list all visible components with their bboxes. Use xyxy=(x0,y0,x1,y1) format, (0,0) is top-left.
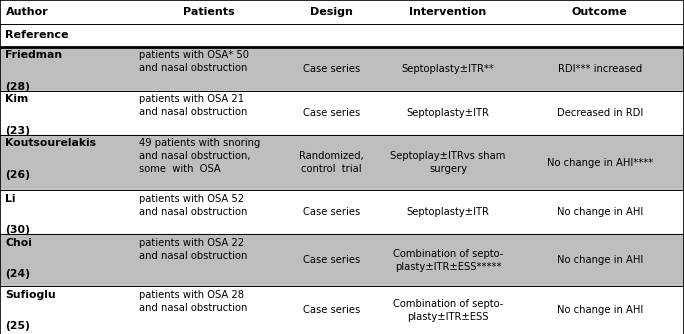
Text: Case series: Case series xyxy=(303,108,360,118)
Text: Septoplasty±ITR**: Septoplasty±ITR** xyxy=(402,64,495,73)
Text: Intervention: Intervention xyxy=(410,7,486,17)
Text: No change in AHI****: No change in AHI**** xyxy=(547,158,653,168)
Bar xyxy=(0,234,684,286)
Text: (25): (25) xyxy=(5,321,30,331)
Bar xyxy=(0,0,684,24)
Text: No change in AHI: No change in AHI xyxy=(557,305,643,315)
Text: Sufioglu: Sufioglu xyxy=(5,290,56,300)
Text: Septoplay±ITRvs sham
surgery: Septoplay±ITRvs sham surgery xyxy=(391,151,505,174)
Text: (28): (28) xyxy=(5,81,30,92)
Bar xyxy=(0,46,684,91)
Text: Case series: Case series xyxy=(303,207,360,217)
Text: Design: Design xyxy=(311,7,353,17)
Text: patients with OSA 22
and nasal obstruction: patients with OSA 22 and nasal obstructi… xyxy=(139,238,247,261)
Text: Friedman: Friedman xyxy=(5,50,63,60)
Text: Patients: Patients xyxy=(183,7,235,17)
Text: 49 patients with snoring
and nasal obstruction,
some  with  OSA: 49 patients with snoring and nasal obstr… xyxy=(139,138,260,174)
Bar xyxy=(0,286,684,334)
Bar xyxy=(0,190,684,234)
Text: Li: Li xyxy=(5,194,16,204)
Text: No change in AHI: No change in AHI xyxy=(557,207,643,217)
Text: RDI*** increased: RDI*** increased xyxy=(557,64,642,73)
Bar xyxy=(0,135,684,190)
Text: Choi: Choi xyxy=(5,238,32,248)
Text: Case series: Case series xyxy=(303,64,360,73)
Text: patients with OSA 28
and nasal obstruction: patients with OSA 28 and nasal obstructi… xyxy=(139,290,247,313)
Text: Reference: Reference xyxy=(5,30,69,40)
Text: patients with OSA 21
and nasal obstruction: patients with OSA 21 and nasal obstructi… xyxy=(139,94,247,117)
Text: (23): (23) xyxy=(5,126,31,136)
Text: Case series: Case series xyxy=(303,305,360,315)
Text: Koutsourelakis: Koutsourelakis xyxy=(5,138,96,148)
Text: (30): (30) xyxy=(5,225,30,235)
Text: Combination of septo-
plasty±ITR±ESS: Combination of septo- plasty±ITR±ESS xyxy=(393,299,503,322)
Text: Author: Author xyxy=(5,7,48,17)
Text: Outcome: Outcome xyxy=(572,7,628,17)
Text: Septoplasty±ITR: Septoplasty±ITR xyxy=(406,207,490,217)
Text: No change in AHI: No change in AHI xyxy=(557,256,643,265)
Bar xyxy=(0,24,684,46)
Text: Randomized,
control  trial: Randomized, control trial xyxy=(300,151,364,174)
Bar xyxy=(0,91,684,135)
Text: Kim: Kim xyxy=(5,94,29,104)
Text: Decreased in RDI: Decreased in RDI xyxy=(557,108,643,118)
Text: (24): (24) xyxy=(5,270,31,280)
Text: patients with OSA* 50
and nasal obstruction: patients with OSA* 50 and nasal obstruct… xyxy=(139,50,249,73)
Text: Case series: Case series xyxy=(303,256,360,265)
Text: (26): (26) xyxy=(5,170,31,180)
Text: Septoplasty±ITR: Septoplasty±ITR xyxy=(406,108,490,118)
Text: Combination of septo-
plasty±ITR±ESS*****: Combination of septo- plasty±ITR±ESS****… xyxy=(393,249,503,272)
Text: patients with OSA 52
and nasal obstruction: patients with OSA 52 and nasal obstructi… xyxy=(139,194,247,217)
